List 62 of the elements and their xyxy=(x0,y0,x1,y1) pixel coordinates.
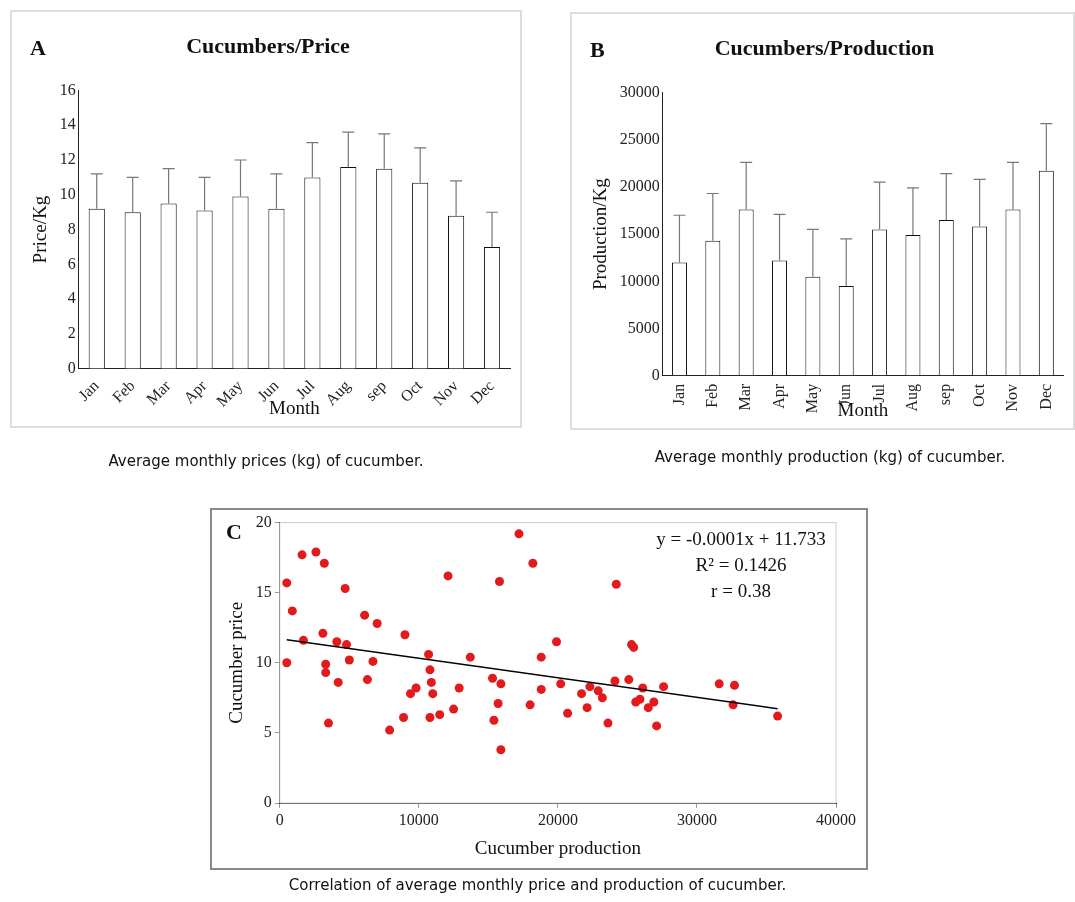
x-tick-label: sep xyxy=(936,383,955,406)
y-tick-label: 20000 xyxy=(619,177,660,195)
y-tick-label: 10 xyxy=(255,653,272,670)
x-tick-label: Jan xyxy=(74,376,102,404)
annotation: r = 0.38 xyxy=(711,580,771,602)
annotation: R² = 0.1426 xyxy=(695,554,787,576)
x-tick-label: Mar xyxy=(142,376,175,408)
y-tick-label: 10000 xyxy=(619,271,660,289)
x-tick-label: May xyxy=(803,383,822,414)
text: C xyxy=(226,518,242,544)
y-axis-title: Price/Kg xyxy=(29,195,51,264)
x-axis-title: Cucumber production xyxy=(474,836,642,858)
x-tick-label: 20000 xyxy=(537,810,578,828)
x-tick-label: Nov xyxy=(1003,383,1021,412)
y-tick-label: 20 xyxy=(255,512,272,530)
x-tick-label: Apr xyxy=(180,376,211,408)
y-tick-label: 0 xyxy=(67,359,76,377)
x-tick-label: Aug xyxy=(321,376,355,409)
y-axis-title: Cucumber price xyxy=(225,601,247,724)
y-tick-label: 5 xyxy=(263,723,272,741)
text: Correlation of average monthly price and production of cucumber. xyxy=(287,876,788,894)
text: A xyxy=(30,34,46,60)
x-tick-label: Aug xyxy=(903,383,922,412)
x-tick-label: Dec xyxy=(466,376,498,407)
chart-title: Cucumbers/Price xyxy=(186,32,351,58)
x-tick-label: Apr xyxy=(769,383,788,409)
y-tick-label: 4 xyxy=(67,289,76,307)
x-tick-label: 40000 xyxy=(816,810,856,828)
x-tick-label: Feb xyxy=(703,383,721,408)
x-tick-label: 30000 xyxy=(676,810,717,828)
text: Average monthly prices (kg) of cucumber. xyxy=(107,452,425,470)
x-tick-label: Jul xyxy=(869,383,887,403)
x-tick-label: 10000 xyxy=(398,810,439,828)
text: Average monthly production (kg) of cucumber. xyxy=(653,448,1007,466)
x-tick-label: Jul xyxy=(292,376,318,402)
y-tick-label: 10 xyxy=(59,185,76,203)
x-tick-label: Oct xyxy=(969,383,987,407)
x-tick-label: Oct xyxy=(396,376,426,406)
y-axis-title: Production/Kg xyxy=(589,177,611,291)
annotation: y = -0.0001x + 11.733 xyxy=(656,528,826,550)
x-tick-label: May xyxy=(212,376,247,411)
y-tick-label: 2 xyxy=(67,324,76,342)
x-tick-label: Mar xyxy=(736,383,754,411)
y-tick-label: 15000 xyxy=(619,224,660,242)
x-tick-label: Nov xyxy=(429,376,462,409)
y-tick-label: 14 xyxy=(59,115,76,133)
y-tick-label: 8 xyxy=(67,219,76,237)
y-tick-label: 30000 xyxy=(619,82,660,100)
x-tick-label: Jan xyxy=(669,383,687,406)
x-tick-label: 0 xyxy=(275,810,284,828)
y-tick-label: 12 xyxy=(59,150,76,168)
x-tick-label: sep xyxy=(362,376,391,405)
y-tick-label: 6 xyxy=(67,254,76,272)
x-tick-label: Dec xyxy=(1036,383,1054,410)
chart-title: Cucumbers/Production xyxy=(714,34,935,60)
y-tick-label: 25000 xyxy=(619,129,660,147)
y-tick-label: 5000 xyxy=(627,318,660,336)
y-tick-label: 16 xyxy=(59,80,76,98)
y-tick-label: 0 xyxy=(263,793,272,811)
text: B xyxy=(590,36,605,62)
y-tick-label: 15 xyxy=(255,582,272,600)
x-tick-label: Feb xyxy=(108,376,138,406)
